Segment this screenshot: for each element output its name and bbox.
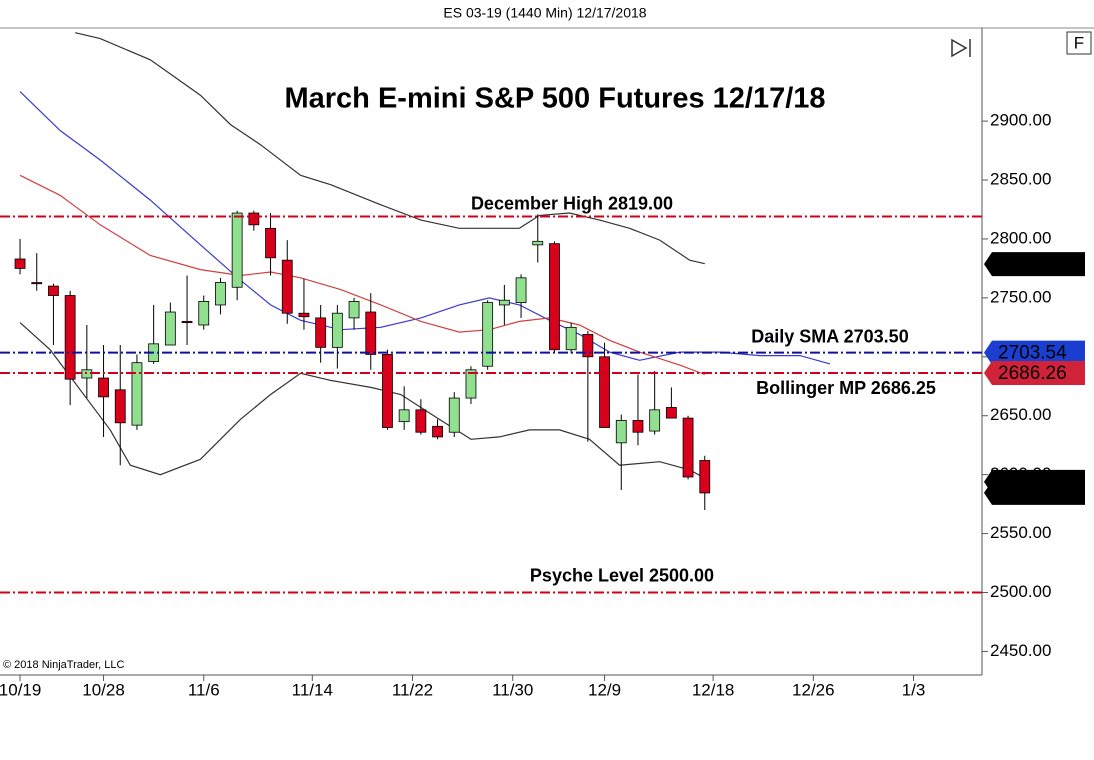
candle-body: [448, 397, 460, 433]
scroll-arrow: [951, 38, 968, 58]
indicator-line: [19, 174, 706, 376]
level-label: December High 2819.00: [471, 193, 673, 213]
candle-body: [131, 362, 143, 426]
x-tick-label: 12/18: [692, 680, 735, 699]
x-tick-label: 11/6: [188, 680, 220, 699]
candle-body: [31, 282, 43, 285]
candle-body: [382, 354, 393, 428]
y-tick-label: 2850.00: [990, 170, 1051, 189]
chart-title: March E-mini S&P 500 Futures 12/17/18: [284, 83, 825, 115]
candle-body: [465, 369, 477, 399]
candle-body: [498, 299, 510, 306]
candle-body: [265, 227, 276, 259]
scroll-icon[interactable]: [951, 38, 971, 58]
candle-body: [98, 377, 109, 398]
candle-body: [649, 409, 661, 432]
candle-body: [398, 409, 410, 423]
button-label[interactable]: F: [1074, 33, 1084, 52]
level-label: Psyche Level 2500.00: [530, 565, 714, 585]
candle-body: [348, 301, 360, 319]
candle-body: [549, 243, 560, 351]
candle-body: [415, 409, 427, 433]
chart-header: ES 03-19 (1440 Min) 12/17/2018: [443, 5, 646, 21]
candle-body: [432, 425, 443, 438]
y-tick-label: 2500.00: [990, 582, 1051, 601]
y-tick-label: 2800.00: [990, 228, 1051, 247]
y-tick-label: 2550.00: [990, 523, 1051, 542]
price-badge: [984, 252, 1085, 277]
candle-body: [515, 277, 527, 303]
candle-body: [615, 420, 627, 444]
x-tick-label: 1/3: [902, 680, 926, 699]
x-tick-label: 11/30: [492, 680, 533, 699]
candle-body: [48, 285, 59, 296]
candle-body: [114, 389, 126, 424]
candle-body: [365, 311, 377, 355]
y-tick-label: 2750.00: [990, 287, 1051, 306]
price-badge-label: 2703.54: [998, 343, 1067, 364]
x-tick-label: 11/22: [392, 680, 433, 699]
indicator-line: [19, 322, 706, 479]
x-tick-label: 10/28: [82, 680, 125, 699]
candle-body: [164, 311, 176, 346]
candle-body: [181, 321, 193, 324]
x-tick-label: 12/9: [588, 680, 621, 699]
candle-body: [14, 258, 26, 269]
price-badge: [984, 480, 1085, 505]
price-badge-label: 2778.67: [998, 254, 1067, 275]
candle-body: [599, 356, 610, 428]
candle-body: [231, 212, 243, 288]
price-badge: [984, 340, 1085, 365]
y-tick-label: 2450.00: [990, 641, 1051, 660]
candle-body: [682, 417, 694, 478]
candle-body: [64, 295, 76, 380]
candle-body: [248, 212, 260, 226]
candle-body: [582, 334, 594, 358]
candle-body: [632, 420, 644, 433]
candle-body: [315, 317, 327, 348]
candle-body: [699, 460, 711, 494]
level-label: Bollinger MP 2686.25: [756, 378, 936, 398]
level-label: Daily SMA 2703.50: [751, 326, 908, 346]
candle-body: [482, 302, 494, 367]
y-tick-label: 2650.00: [990, 405, 1051, 424]
candle-body: [331, 312, 343, 348]
price-badge-label: 2584.50: [998, 483, 1067, 504]
button-box[interactable]: [1066, 31, 1092, 55]
candle-body: [665, 407, 677, 419]
price-badge: [984, 360, 1085, 385]
x-tick-label: 11/14: [292, 680, 333, 699]
x-tick-label: 12/26: [792, 680, 835, 699]
candle-body: [298, 312, 310, 318]
candle-body: [565, 326, 577, 351]
candle-body: [281, 259, 293, 314]
candle-body: [532, 240, 544, 246]
copyright: © 2018 NinjaTrader, LLC: [3, 659, 124, 671]
y-tick-label: 2900.00: [990, 111, 1051, 130]
x-tick-label: 10/19: [0, 680, 41, 699]
candle-body: [198, 301, 210, 326]
indicator-line: [75, 32, 705, 265]
candle-body: [215, 282, 226, 306]
price-badge-label: 2686.26: [998, 363, 1067, 384]
